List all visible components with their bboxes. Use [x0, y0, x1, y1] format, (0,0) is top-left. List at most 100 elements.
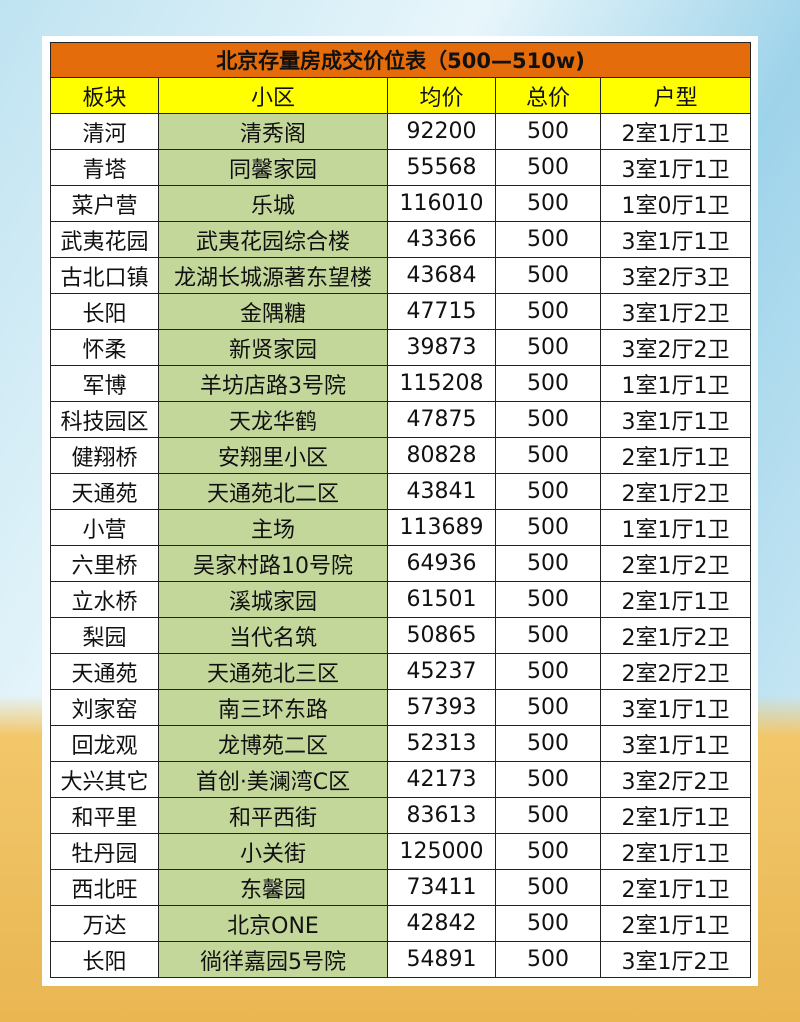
table-cell: 健翔桥 [50, 437, 159, 474]
table-cell: 溪城家园 [158, 581, 388, 618]
table-row: 长阳 徜徉嘉园5号院 54891 500 3室1厅2卫 [50, 941, 752, 978]
table-cell: 2室1厅2卫 [599, 473, 752, 510]
table-cell: 长阳 [50, 941, 159, 978]
table-cell: 500 [495, 941, 601, 978]
table-cell: 羊坊店路3号院 [158, 365, 388, 402]
table-cell: 长阳 [50, 293, 159, 330]
table-cell: 2室1厅1卫 [599, 581, 752, 618]
table-cell: 113689 [387, 509, 496, 546]
table-row: 清河 清秀阁 92200 500 2室1厅1卫 [50, 113, 752, 150]
table-cell: 500 [495, 401, 601, 438]
table-cell: 3室1厅2卫 [599, 293, 752, 330]
table-cell: 500 [495, 473, 601, 510]
table-cell: 主场 [158, 509, 388, 546]
table-cell: 回龙观 [50, 725, 159, 762]
table-cell: 42842 [387, 905, 496, 942]
table-cell: 2室1厅1卫 [599, 833, 752, 870]
table-cell: 3室1厅1卫 [599, 221, 752, 258]
table-cell: 73411 [387, 869, 496, 906]
table-cell: 500 [495, 293, 601, 330]
table-cell: 92200 [387, 113, 496, 150]
table-cell: 南三环东路 [158, 689, 388, 726]
table-cell: 50865 [387, 617, 496, 654]
table-row: 牡丹园 小关街 125000 500 2室1厅1卫 [50, 833, 752, 870]
table-cell: 2室2厅2卫 [599, 653, 752, 690]
table-cell: 115208 [387, 365, 496, 402]
table-cell: 刘家窑 [50, 689, 159, 726]
table-cell: 500 [495, 617, 601, 654]
table-cell: 六里桥 [50, 545, 159, 582]
table-row: 武夷花园 武夷花园综合楼 43366 500 3室1厅1卫 [50, 221, 752, 258]
table-cell: 43366 [387, 221, 496, 258]
table-cell: 54891 [387, 941, 496, 978]
table-cell: 军博 [50, 365, 159, 402]
table-cell: 安翔里小区 [158, 437, 388, 474]
table-cell: 吴家村路10号院 [158, 545, 388, 582]
header-cell: 小区 [158, 77, 388, 114]
table-cell: 83613 [387, 797, 496, 834]
table-cell: 新贤家园 [158, 329, 388, 366]
header-cell: 总价 [495, 77, 601, 114]
table-cell: 61501 [387, 581, 496, 618]
table-cell: 500 [495, 437, 601, 474]
table-cell: 500 [495, 725, 601, 762]
table-cell: 龙博苑二区 [158, 725, 388, 762]
table-row: 小营 主场 113689 500 1室1厅1卫 [50, 509, 752, 546]
table-cell: 500 [495, 221, 601, 258]
table-cell: 1室0厅1卫 [599, 185, 752, 222]
table-row: 大兴其它 首创·美澜湾C区 42173 500 3室2厅2卫 [50, 761, 752, 798]
table-cell: 500 [495, 185, 601, 222]
table-row: 军博 羊坊店路3号院 115208 500 1室1厅1卫 [50, 365, 752, 402]
table-cell: 47875 [387, 401, 496, 438]
table-row: 科技园区 天龙华鹤 47875 500 3室1厅1卫 [50, 401, 752, 438]
table-cell: 3室1厅2卫 [599, 941, 752, 978]
title-row: 北京存量房成交价位表（500—510w) [49, 42, 752, 78]
table-cell: 乐城 [158, 185, 388, 222]
table-cell: 500 [495, 653, 601, 690]
table-cell: 52313 [387, 725, 496, 762]
table-cell: 500 [495, 797, 601, 834]
table-cell: 小营 [50, 509, 159, 546]
table-cell: 125000 [387, 833, 496, 870]
table-row: 天通苑 天通苑北二区 43841 500 2室1厅2卫 [50, 473, 752, 510]
table-row: 菜户营 乐城 116010 500 1室0厅1卫 [50, 185, 752, 222]
table-cell: 天通苑 [50, 473, 159, 510]
table-cell: 科技园区 [50, 401, 159, 438]
table-cell: 2室1厅2卫 [599, 545, 752, 582]
table-cell: 43684 [387, 257, 496, 294]
table-cell: 64936 [387, 545, 496, 582]
table-cell: 2室1厅1卫 [599, 113, 752, 150]
table-row: 青塔 同馨家园 55568 500 3室1厅1卫 [50, 149, 752, 186]
table-cell: 3室2厅3卫 [599, 257, 752, 294]
table-cell: 和平西街 [158, 797, 388, 834]
table-row: 梨园 当代名筑 50865 500 2室1厅2卫 [50, 617, 752, 654]
table-cell: 武夷花园 [50, 221, 159, 258]
table-cell: 东馨园 [158, 869, 388, 906]
table-cell: 武夷花园综合楼 [158, 221, 388, 258]
table-cell: 立水桥 [50, 581, 159, 618]
table-cell: 1室1厅1卫 [599, 365, 752, 402]
header-cell: 均价 [387, 77, 496, 114]
table-cell: 青塔 [50, 149, 159, 186]
table-cell: 55568 [387, 149, 496, 186]
table-cell: 45237 [387, 653, 496, 690]
table-row: 西北旺 东馨园 73411 500 2室1厅1卫 [50, 869, 752, 906]
table-cell: 500 [495, 545, 601, 582]
table-row: 回龙观 龙博苑二区 52313 500 3室1厅1卫 [50, 725, 752, 762]
table-cell: 3室1厅1卫 [599, 149, 752, 186]
table-row: 古北口镇 龙湖长城源著东望楼 43684 500 3室2厅3卫 [50, 257, 752, 294]
table-cell: 500 [495, 365, 601, 402]
header-cell: 板块 [50, 77, 159, 114]
table-cell: 500 [495, 761, 601, 798]
table-cell: 牡丹园 [50, 833, 159, 870]
header-cell: 户型 [599, 77, 752, 114]
table-cell: 500 [495, 149, 601, 186]
table-cell: 同馨家园 [158, 149, 388, 186]
table-cell: 500 [495, 329, 601, 366]
table-cell: 500 [495, 257, 601, 294]
table-cell: 天通苑 [50, 653, 159, 690]
table-cell: 500 [495, 689, 601, 726]
table-cell: 3室2厅2卫 [599, 761, 752, 798]
table-row: 立水桥 溪城家园 61501 500 2室1厅1卫 [50, 581, 752, 618]
table-cell: 清河 [50, 113, 159, 150]
